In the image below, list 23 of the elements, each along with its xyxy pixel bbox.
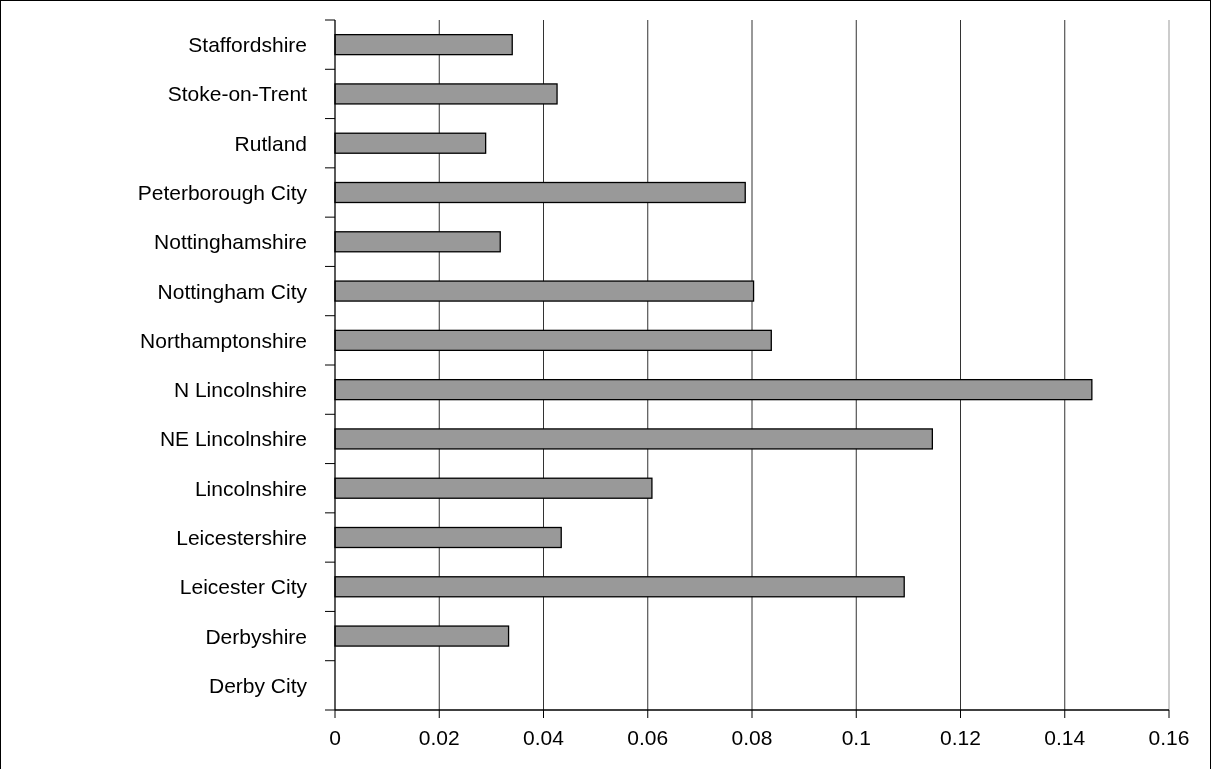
y-tick-label: Derby City [208, 673, 308, 697]
y-tick-label: NE Lincolnshire [159, 427, 307, 451]
x-tick-label: 0.02 [418, 726, 460, 749]
y-tick-label: Rutland [234, 131, 307, 155]
x-tick-label: 0.16 [1148, 726, 1190, 749]
y-tick-label: Peterborough City [137, 181, 308, 204]
y-tick-label: Northamptonshire [140, 328, 307, 352]
y-tick-label: N Lincolnshire [173, 378, 307, 402]
y-tick-label: Leicester City [179, 575, 308, 599]
x-tick-label: 0.08 [731, 726, 773, 749]
x-tick-label: 0.1 [841, 726, 871, 749]
y-tick-label: Stoke-on-Trent [167, 82, 308, 106]
x-tick-label: 0.04 [523, 726, 565, 749]
x-tick-label: 0.14 [1044, 726, 1086, 749]
x-tick-label: 0.06 [627, 726, 669, 749]
y-tick-label: Nottinghamshire [154, 230, 307, 254]
y-tick-label: Staffordshire [188, 33, 307, 57]
y-tick-label: Lincolnshire [194, 476, 307, 500]
y-tick-label: Derbyshire [205, 624, 307, 648]
x-tick-label: 0 [329, 726, 341, 749]
y-tick-label: Nottingham City [157, 279, 308, 303]
y-tick-label: Leicestershire [176, 526, 307, 549]
x-tick-label: 0.12 [940, 726, 981, 749]
